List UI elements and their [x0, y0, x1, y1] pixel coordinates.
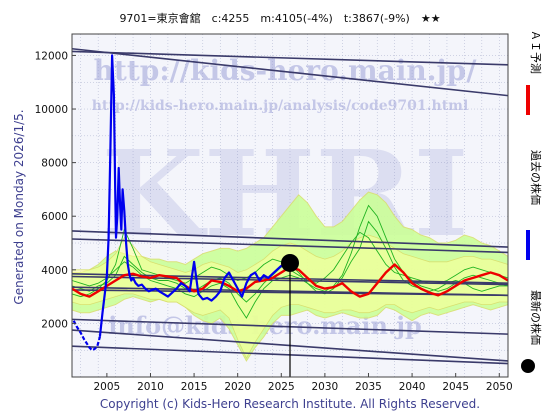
legend-label-1: ＡＩ予測 — [529, 30, 543, 74]
trend-line-2 — [71, 50, 509, 66]
latest-marker-dot — [281, 253, 299, 272]
legend-label-2: 過去の株価 — [529, 150, 543, 205]
envelope-upper-line — [72, 234, 509, 273]
history-line — [98, 54, 291, 337]
x-tick-label: 2010 — [137, 381, 164, 393]
latest-marker — [281, 253, 299, 377]
watermark-url: http://kids-hero.main.jp/ — [94, 54, 478, 87]
y-tick-label: 12000 — [35, 50, 68, 62]
x-tick-label: 2040 — [399, 381, 426, 393]
history-series — [72, 54, 291, 352]
x-tick-label: 2050 — [486, 381, 513, 393]
trend-line-3 — [71, 230, 509, 248]
legend-label-3: 最新の株価 — [529, 290, 543, 345]
x-tick-label: 2005 — [94, 381, 121, 393]
chart-title: 9701=東京會舘 c:4255 m:4105(-4%) t:3867(-9%)… — [119, 11, 440, 25]
y-tick-label: 6000 — [41, 211, 68, 223]
x-axis: 2005 2010 2015 2020 2025 2030 2035 2040 2045 2050 — [94, 373, 513, 393]
y-tick-label: 10000 — [35, 104, 68, 116]
legend-swatch-3 — [521, 359, 535, 373]
generated-date: Generated on Monday 2026/1/5. — [12, 109, 26, 304]
plot-frame — [71, 33, 509, 378]
y-tick-label: 8000 — [41, 158, 68, 170]
x-tick-label: 2015 — [181, 381, 208, 393]
y-tick-label: 2000 — [41, 318, 68, 330]
watermark-path: http://kids-hero.main.jp/analysis/code97… — [92, 98, 469, 114]
y-tick-label: 4000 — [41, 265, 68, 277]
x-tick-label: 2025 — [268, 381, 295, 393]
y-axis: 2000 4000 6000 8000 10000 12000 — [35, 50, 76, 330]
x-tick-label: 2030 — [312, 381, 339, 393]
x-tick-label: 2020 — [224, 381, 251, 393]
trend-line-1 — [71, 47, 509, 97]
x-tick-label: 2045 — [442, 381, 469, 393]
copyright-text: Copyright (c) Kids-Hero Research Institu… — [100, 397, 480, 411]
trend-line-4 — [71, 238, 509, 254]
plot-area: KHRI http://kids-hero.main.jp/ http://ki… — [71, 33, 509, 378]
x-tick-label: 2035 — [355, 381, 382, 393]
history-line-early — [72, 320, 101, 352]
